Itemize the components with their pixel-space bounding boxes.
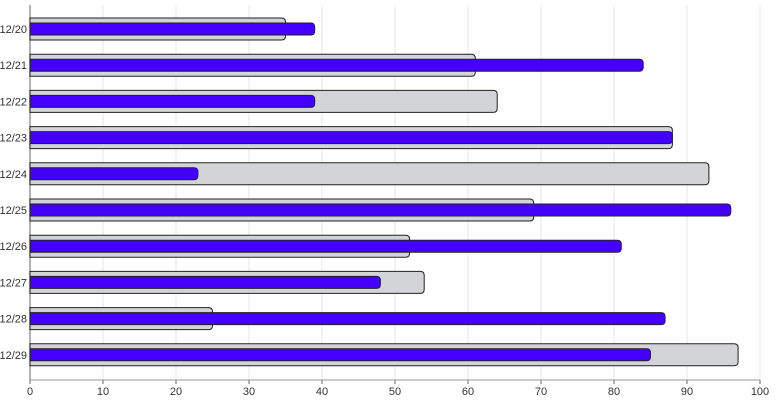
- bar-series-2: [29, 203, 732, 217]
- y-tick-label: 12/24: [0, 169, 27, 181]
- x-tick-label: 30: [243, 386, 255, 398]
- y-tick-label: 12/22: [0, 96, 27, 108]
- bar-series-2: [29, 131, 673, 145]
- y-tick-label: 12/27: [0, 277, 27, 289]
- x-tick-label: 50: [389, 386, 401, 398]
- y-tick-label: 12/26: [0, 241, 27, 253]
- y-tick-label: 12/28: [0, 314, 27, 326]
- x-tick-label: 0: [27, 386, 33, 398]
- bar-series-1: [29, 162, 710, 186]
- x-tick-label: 40: [316, 386, 328, 398]
- bar-series-2: [29, 239, 622, 253]
- x-tick-label: 10: [97, 386, 109, 398]
- y-tick-label: 12/21: [0, 60, 27, 72]
- y-tick-label: 12/29: [0, 350, 27, 362]
- x-tick-label: 90: [681, 386, 693, 398]
- x-tick-label: 100: [751, 386, 769, 398]
- y-tick-label: 12/23: [0, 133, 27, 145]
- bar-series-2: [29, 58, 644, 72]
- bar-series-2: [29, 94, 316, 108]
- x-tick-label: 20: [170, 386, 182, 398]
- y-tick-label: 12/20: [0, 24, 27, 36]
- x-tick-label: 80: [608, 386, 620, 398]
- x-tick-label: 60: [462, 386, 474, 398]
- x-tick-label: 70: [535, 386, 547, 398]
- bar-series-2: [29, 312, 666, 326]
- bar-series-2: [29, 22, 316, 36]
- y-tick-label: 12/25: [0, 205, 27, 217]
- bar-series-2: [29, 348, 651, 362]
- bar-series-2: [29, 275, 381, 289]
- bar-series-2: [29, 167, 199, 181]
